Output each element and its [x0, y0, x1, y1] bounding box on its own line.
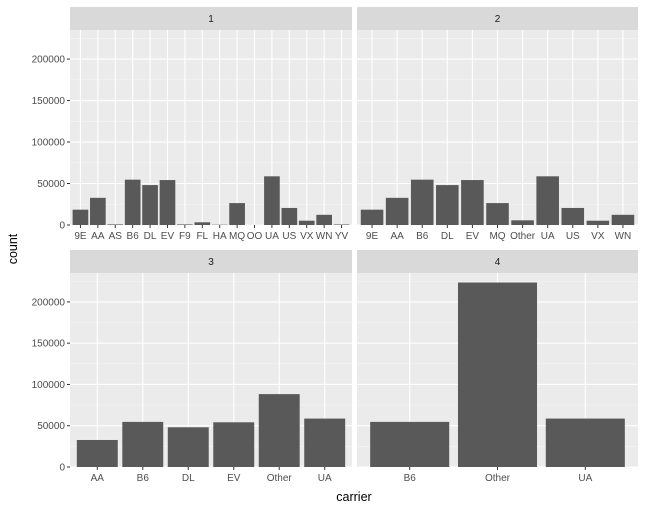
x-tick-label: DL	[182, 473, 195, 484]
facet-panel-3: 3 AA B6 DL EV Other UA 0 50000 100000 150000 200000	[32, 250, 352, 484]
bar-EV	[159, 180, 176, 225]
x-axis-title: carrier	[336, 490, 371, 504]
bar-UA	[536, 176, 559, 225]
bar-AA	[385, 197, 409, 225]
bar-Other	[511, 220, 534, 225]
facet-strip-label: 1	[208, 14, 214, 25]
bar-MQ	[486, 203, 509, 225]
bar-9E	[360, 209, 384, 225]
facet-strip	[357, 7, 638, 30]
y-tick-label: 200000	[32, 297, 66, 308]
bar-DL	[142, 185, 158, 225]
x-tick-label: EV	[161, 231, 175, 242]
bar-FL	[194, 222, 211, 225]
x-tick-label: US	[282, 231, 296, 242]
x-tick-label: B6	[416, 231, 429, 242]
y-tick-label: 50000	[37, 179, 65, 190]
y-tick-label: 50000	[37, 421, 65, 432]
x-tick-label: HA	[213, 231, 227, 242]
x-tick-label: YV	[335, 231, 349, 242]
panel-background	[70, 30, 352, 225]
x-tick-label: 9E	[366, 231, 379, 242]
x-tick-label: AA	[91, 231, 105, 242]
y-axis-title: count	[6, 233, 20, 264]
x-tick-label: B6	[404, 473, 417, 484]
bar-MQ	[229, 203, 245, 225]
facet-panel-4: 4 B6 Other UA	[357, 250, 638, 484]
bar-UA	[545, 418, 625, 467]
x-tick-label: UA	[578, 473, 592, 484]
bar-WN	[611, 214, 635, 225]
x-tick-label: US	[566, 231, 580, 242]
bar-DL	[436, 185, 459, 225]
bar-AA	[90, 197, 106, 225]
bar-B6	[410, 179, 434, 225]
bar-VX	[586, 220, 610, 225]
x-tick-label: VX	[591, 231, 605, 242]
bar-DL	[167, 427, 209, 467]
bar-US	[561, 207, 585, 225]
bar-B6	[122, 421, 164, 467]
bar-F9	[177, 224, 193, 225]
facet-strip-label: 4	[495, 257, 501, 268]
bar-9E	[72, 209, 89, 225]
y-tick-label: 0	[59, 221, 65, 232]
bar-Other	[457, 282, 538, 467]
bar-US	[281, 207, 298, 225]
facet-strip	[70, 250, 352, 273]
y-tick-label: 150000	[32, 339, 66, 350]
x-tick-label: MQ	[229, 231, 245, 242]
x-tick-label: F9	[179, 231, 191, 242]
x-tick-label: DL	[144, 231, 157, 242]
x-tick-label: EV	[466, 231, 480, 242]
x-tick-label: MQ	[489, 231, 505, 242]
x-tick-label: EV	[227, 473, 241, 484]
x-tick-label: B6	[127, 231, 140, 242]
x-tick-label: UA	[318, 473, 332, 484]
x-tick-label: Other	[485, 473, 511, 484]
x-tick-label: OO	[247, 231, 263, 242]
x-tick-label: Other	[510, 231, 536, 242]
x-tick-label: WN	[615, 231, 632, 242]
bar-B6	[370, 421, 450, 467]
y-tick-label: 0	[59, 463, 65, 474]
x-tick-label: FL	[196, 231, 208, 242]
bar-VX	[298, 220, 315, 225]
facet-panel-1: 1 9E AA AS B6 DL EV F9 FL HA MQ OO UA US VX WN YV 0 50000 1…	[32, 7, 352, 242]
bar-UA	[304, 418, 346, 467]
x-tick-label: VX	[300, 231, 314, 242]
bar-Other	[258, 394, 300, 467]
facet-strip-label: 3	[208, 257, 214, 268]
x-tick-label: AA	[91, 473, 105, 484]
facet-panel-2: 2 9E AA B6 DL EV MQ Other UA US VX WN	[357, 7, 638, 242]
facet-strip-label: 2	[495, 14, 501, 25]
x-tick-label: AA	[390, 231, 404, 242]
bar-EV	[461, 180, 484, 225]
x-tick-label: WN	[316, 231, 333, 242]
x-tick-label: UA	[265, 231, 279, 242]
y-tick-label: 100000	[32, 380, 66, 391]
bar-UA	[264, 176, 280, 225]
bar-EV	[213, 422, 255, 467]
bar-AA	[76, 439, 118, 467]
x-tick-label: DL	[441, 231, 454, 242]
y-tick-label: 200000	[32, 55, 66, 66]
y-tick-label: 100000	[32, 138, 66, 149]
facet-strip	[70, 7, 352, 30]
facet-strip	[357, 250, 638, 273]
x-tick-label: B6	[137, 473, 150, 484]
bar-AS	[107, 224, 124, 225]
x-tick-label: Other	[267, 473, 293, 484]
bar-B6	[124, 179, 141, 225]
y-tick-label: 150000	[32, 96, 66, 107]
x-tick-label: AS	[109, 231, 123, 242]
x-tick-label: 9E	[74, 231, 87, 242]
x-tick-label: UA	[541, 231, 555, 242]
bar-WN	[316, 214, 332, 225]
